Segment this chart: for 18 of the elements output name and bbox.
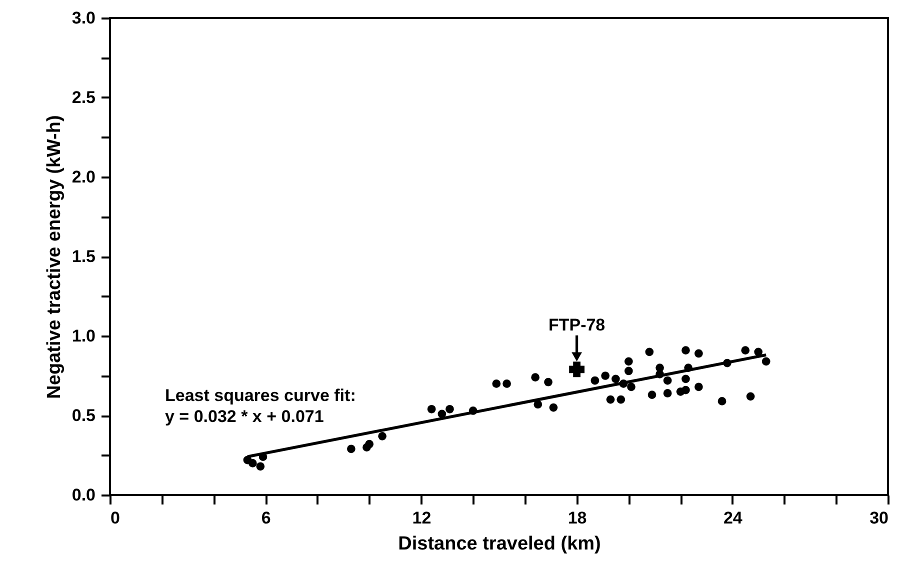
x-tick-label: 30 (870, 508, 888, 528)
y-tick-label: 2.5 (72, 88, 96, 107)
y-tick-label: 1.5 (72, 247, 96, 266)
x-tick-label: 24 (723, 508, 743, 528)
y-tick-label: 2.0 (72, 168, 96, 186)
x-tick-label: 18 (568, 508, 587, 528)
x-tick-label: 0 (110, 508, 120, 528)
y-tick-label: 3.0 (72, 8, 96, 28)
x-tick-label: 6 (261, 508, 271, 528)
y-tick-label: 0.5 (72, 406, 96, 425)
y-tick-label: 1.0 (72, 326, 96, 346)
y-tick-label: 0.0 (72, 486, 96, 504)
annotation: FTP-78 (548, 315, 606, 334)
annotation: y = 0.032 * x + 0.071 (165, 407, 324, 426)
x-tick-label: 12 (412, 508, 432, 528)
annotation: Least squares curve fit: (165, 386, 356, 405)
y-axis-title: Negative tractive energy (kW-h) (44, 115, 65, 399)
x-axis-title: Distance traveled (km) (398, 534, 601, 554)
